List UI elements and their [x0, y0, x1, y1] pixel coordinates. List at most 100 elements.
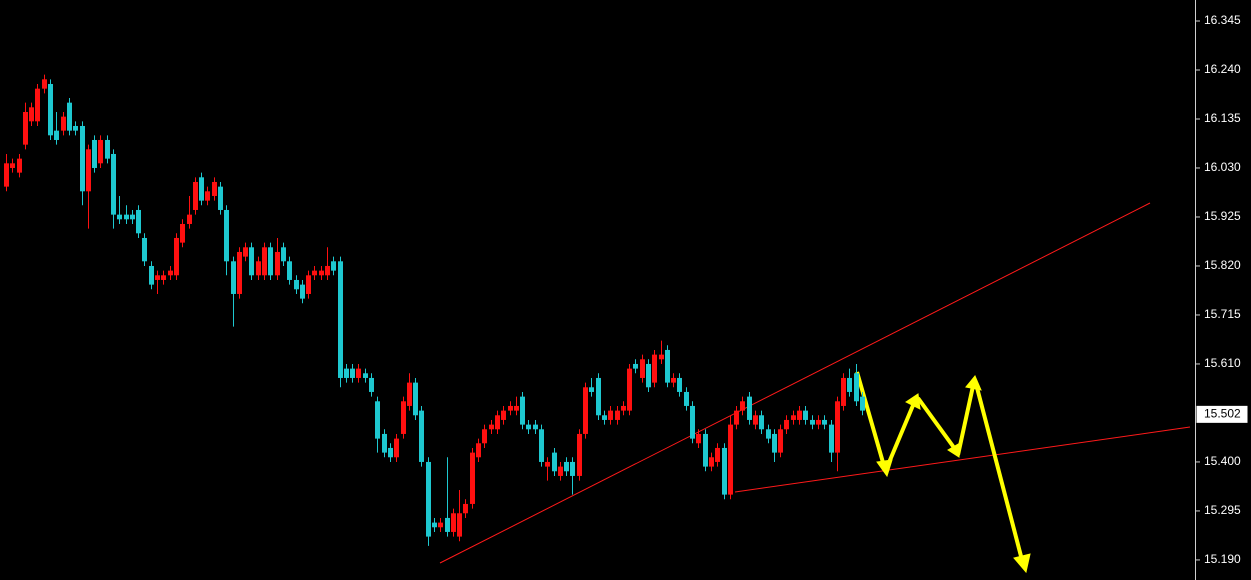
y-tick-label: 15.400: [1204, 454, 1241, 468]
candle-body: [791, 415, 796, 420]
candle-body: [646, 363, 651, 388]
candle-body: [690, 405, 695, 439]
candle-body: [199, 177, 204, 201]
candle-body: [829, 424, 834, 453]
candle-body: [759, 415, 764, 430]
y-tick-label: 15.715: [1204, 307, 1241, 321]
candle-body: [583, 387, 588, 434]
candle-body: [671, 377, 676, 383]
candle-body: [501, 410, 506, 420]
candle-body: [243, 247, 248, 257]
candle-body: [407, 382, 412, 406]
candle-body: [803, 410, 808, 420]
candle-body: [457, 513, 462, 537]
candle-body: [67, 102, 72, 131]
candle-body: [54, 130, 59, 140]
y-tick-label: 16.135: [1204, 111, 1241, 125]
y-tick-label: 15.610: [1204, 356, 1241, 370]
candle-body: [558, 466, 563, 476]
candle-body: [564, 461, 569, 472]
candle-body: [577, 433, 582, 476]
candle-body: [514, 405, 519, 411]
candle-body: [180, 223, 185, 243]
candle-body: [772, 433, 777, 453]
candle-body: [142, 237, 147, 262]
candle-body: [168, 270, 173, 276]
candle-body: [753, 415, 758, 425]
y-tick-label: 16.240: [1204, 62, 1241, 76]
candle-body: [86, 149, 91, 192]
candle-body: [432, 522, 437, 528]
candle-body: [363, 373, 368, 378]
candle-body: [161, 275, 166, 280]
candle-body: [98, 139, 103, 164]
candle-body: [149, 265, 154, 285]
forecast-arrows: [855, 371, 1031, 574]
candle-body: [570, 461, 575, 476]
candle-body: [652, 354, 657, 383]
candle-body: [325, 265, 330, 276]
candle-body: [294, 279, 299, 290]
candle-body: [262, 247, 267, 276]
candle-body: [350, 368, 355, 378]
candle-body: [709, 457, 714, 467]
candle-body: [659, 354, 664, 360]
candle-body: [187, 214, 192, 224]
candle-body: [677, 377, 682, 392]
last-price-label: 15.502: [1204, 407, 1241, 421]
candle-body: [816, 419, 821, 425]
candle-body: [344, 368, 349, 378]
candle-body: [117, 214, 122, 220]
candle-body: [111, 153, 116, 215]
candle-body: [23, 111, 28, 145]
candle-body: [854, 373, 859, 402]
candle-body: [224, 209, 229, 262]
candle-body: [4, 163, 9, 187]
candle-body: [841, 377, 846, 406]
candle-body: [306, 275, 311, 294]
candle-body: [596, 377, 601, 416]
candle-body: [231, 261, 236, 294]
candle-body: [268, 247, 273, 276]
candle-body: [281, 247, 286, 262]
arrow-segment: [916, 396, 957, 451]
candle-body: [61, 116, 66, 131]
candle-body: [419, 410, 424, 462]
candle-body: [42, 79, 47, 89]
candle-body: [73, 125, 78, 131]
candle-body: [847, 377, 852, 392]
arrow-segment: [855, 371, 886, 467]
trend-line: [734, 426, 1191, 493]
candle-body: [615, 410, 620, 420]
candle-body: [426, 461, 431, 537]
candle-body: [482, 429, 487, 444]
candle-body: [703, 433, 708, 467]
candle-body: [747, 396, 752, 420]
candle-body: [860, 396, 865, 411]
y-tick-label: 16.345: [1204, 13, 1241, 27]
candle-body: [319, 270, 324, 276]
candle-body: [338, 261, 343, 378]
candle-body: [48, 83, 53, 136]
candle-body: [640, 359, 645, 378]
candle-body: [810, 419, 815, 425]
trend-line: [439, 202, 1151, 564]
candle-body: [589, 387, 594, 392]
candle-body: [740, 401, 745, 411]
arrow-segment: [973, 379, 1024, 561]
candle-body: [10, 163, 15, 168]
candle-body: [545, 461, 550, 467]
candle-body: [356, 368, 361, 378]
candle-body: [275, 251, 280, 276]
candle-body: [105, 139, 110, 159]
candle-body: [734, 410, 739, 425]
candle-body: [29, 107, 34, 122]
candle-body: [533, 424, 538, 430]
y-tick-label: 15.190: [1204, 552, 1241, 566]
candle-body: [401, 401, 406, 434]
candle-body: [136, 209, 141, 234]
candle-body: [331, 261, 336, 271]
candle-body: [633, 363, 638, 369]
